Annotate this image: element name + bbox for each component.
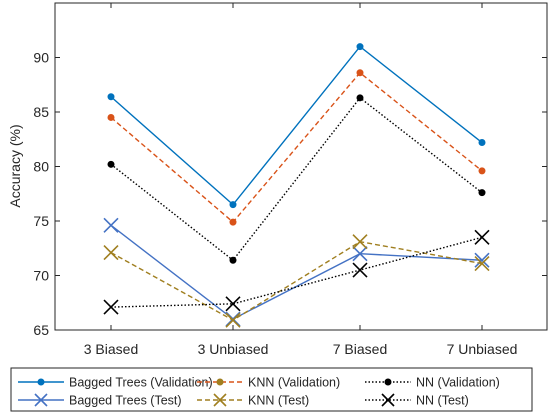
data-point (356, 94, 364, 102)
series-line (110, 96, 483, 262)
x-marker-stroke (352, 246, 368, 262)
legend-entry-bagged-trees-validation: Bagged Trees (Validation) (18, 376, 213, 390)
data-point (107, 113, 115, 121)
data-point (474, 252, 490, 268)
data-point (103, 299, 119, 315)
x-tick-label: 7 Unbiased (447, 341, 518, 357)
series-knn-test (103, 234, 490, 328)
series-bagged-trees-validation (107, 43, 486, 209)
data-point (474, 255, 490, 272)
x-marker-stroke (381, 393, 395, 407)
x-marker-stroke (103, 217, 119, 233)
data-point (225, 312, 241, 328)
x-tick-label: 7 Biased (333, 341, 387, 357)
series-line (110, 45, 483, 206)
legend-entry-nn-test: NN (Test) (365, 393, 469, 408)
data-point (107, 93, 115, 101)
data-point (225, 296, 241, 312)
legend-label: KNN (Test) (248, 394, 309, 408)
y-tick-label: 80 (33, 159, 49, 175)
legend-marker (384, 378, 392, 386)
legend-entry-knn-test: KNN (Test) (197, 393, 309, 408)
legend-label: NN (Validation) (416, 376, 500, 390)
y-tick-label: 75 (33, 213, 49, 229)
x-marker-stroke (213, 393, 227, 407)
x-marker-stroke (103, 299, 119, 315)
y-tick-label: 90 (33, 50, 49, 66)
legend-label: NN (Test) (416, 394, 469, 408)
legend-marker (381, 393, 395, 407)
x-marker-stroke (352, 262, 368, 278)
series-knn-validation (107, 69, 486, 226)
data-point (478, 189, 486, 197)
legend-marker (37, 378, 45, 386)
legend-entry-bagged-trees-test: Bagged Trees (Test) (18, 393, 182, 408)
series-line (110, 71, 483, 224)
legend-marker (34, 393, 48, 407)
data-point (229, 218, 237, 226)
legend-label: Bagged Trees (Validation) (69, 376, 213, 390)
x-marker-stroke (225, 312, 241, 328)
y-axis-label: Accuracy (%) (7, 124, 23, 207)
data-point (352, 234, 368, 250)
data-point (356, 69, 364, 77)
x-marker-stroke (474, 252, 490, 268)
legend: Bagged Trees (Validation) KNN (Validation… (10, 367, 533, 412)
x-tick-label: 3 Biased (84, 341, 138, 357)
x-marker-stroke (103, 245, 119, 261)
legend-label: Bagged Trees (Test) (69, 394, 182, 408)
x-marker-stroke (225, 296, 241, 312)
x-tick-label: 3 Unbiased (198, 341, 269, 357)
x-marker-stroke (474, 229, 490, 245)
legend-label: KNN (Validation) (248, 376, 340, 390)
x-marker-stroke (474, 255, 490, 272)
data-point (107, 160, 115, 168)
data-point (352, 246, 368, 262)
data-point (103, 245, 119, 261)
data-point (352, 262, 368, 278)
legend-box (10, 367, 533, 412)
series-nn-test (103, 229, 490, 315)
legend-entry-nn-validation: NN (Validation) (365, 376, 500, 390)
data-point (478, 139, 486, 147)
series-nn-validation (107, 94, 486, 264)
legend-marker (216, 378, 224, 386)
y-axis: 65 70 75 80 85 90 (33, 50, 547, 338)
legend-entry-knn-validation: KNN (Validation) (197, 376, 340, 390)
data-point (356, 43, 364, 51)
data-point (103, 217, 119, 233)
data-point (229, 201, 237, 209)
data-point (474, 229, 490, 245)
x-axis: 3 Biased 3 Unbiased 7 Biased 7 Unbiased (84, 3, 518, 357)
plot-area (54, 2, 548, 331)
legend-marker (213, 393, 227, 407)
series-layer (103, 43, 490, 328)
y-tick-label: 65 (33, 322, 49, 338)
y-tick-label: 85 (33, 104, 49, 120)
data-point (478, 167, 486, 175)
data-point (229, 256, 237, 264)
x-marker-stroke (34, 393, 48, 407)
series-line (110, 224, 483, 320)
x-marker-stroke (352, 234, 368, 250)
y-tick-label: 70 (33, 268, 49, 284)
